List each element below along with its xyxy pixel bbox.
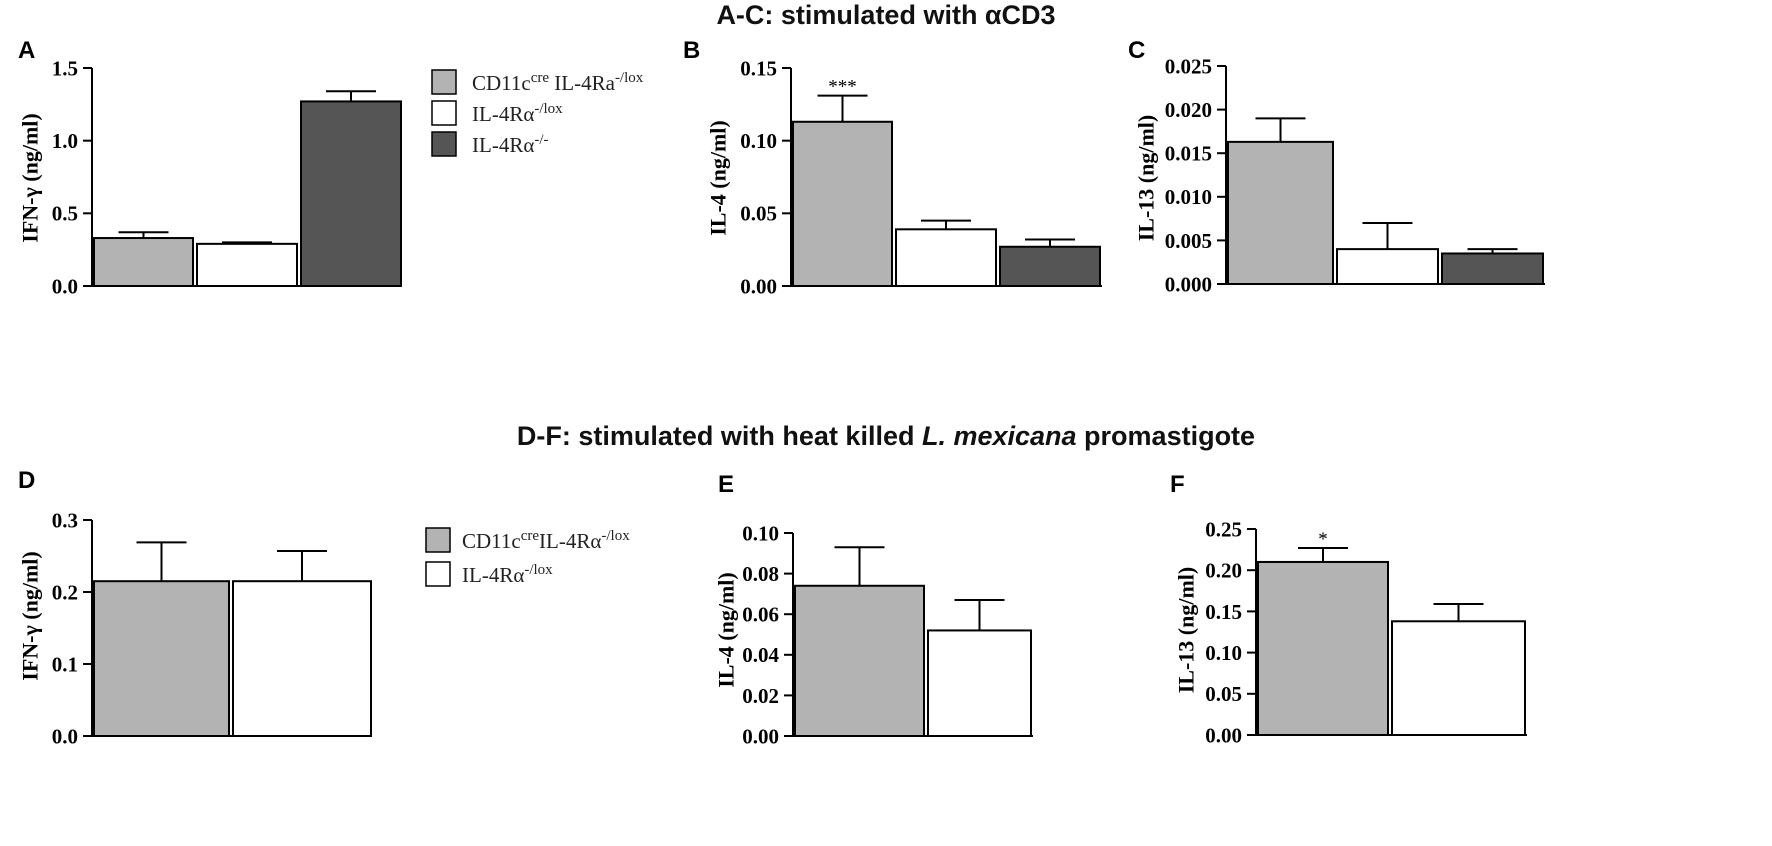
legend-top-swatch-1	[431, 69, 457, 95]
panel-c-letter: C	[1128, 37, 1145, 64]
panel-d-y-tick-label-1: 0.1	[52, 652, 78, 676]
top-section-title: A-C: stimulated with αCD3	[0, 0, 1772, 31]
panel-b-bar-2	[895, 228, 997, 288]
panel-c-y-axis-label: IL-13 (ng/ml)	[1134, 115, 1159, 242]
panel-e-y-tick-label-3: 0.06	[742, 603, 779, 627]
panel-b-y-tick-label-2: 0.10	[740, 129, 777, 153]
panel-d-y-axis-label: IFN-γ (ng/ml)	[18, 551, 43, 680]
panel-c-y-tick-label-2: 0.010	[1165, 185, 1212, 209]
legend-top-label-2: IL-4Rα-/lox	[472, 101, 563, 126]
legend-bottom-label-2: IL-4Rα-/lox	[462, 562, 553, 587]
legend-top-label-1: CD11ccre IL-4Ra-/lox	[472, 70, 644, 95]
panel-b-letter: B	[683, 37, 700, 64]
panel-e-bar-1	[794, 584, 925, 738]
panel-c-bar-3	[1441, 252, 1544, 285]
panel-f-bar-2	[1391, 620, 1526, 737]
legend-top-swatch-3	[431, 131, 457, 157]
panel-c-bar-2	[1336, 248, 1439, 285]
panel-e-letter: E	[718, 471, 734, 498]
panel-d-y-tick-label-0: 0.0	[52, 724, 78, 748]
panel-a-letter: A	[18, 37, 35, 64]
panel-d-bar-2	[232, 580, 372, 738]
panel-c-y-tick-label-1: 0.005	[1165, 229, 1212, 253]
legend-bottom-swatch-1	[425, 527, 451, 553]
panel-a-y-axis-label: IFN-γ (ng/ml)	[18, 113, 43, 242]
legend-bottom-swatch-2	[425, 561, 451, 587]
panel-f-significance-1: *	[1318, 529, 1328, 550]
panel-f-y-tick-label-4: 0.20	[1205, 559, 1242, 583]
top-title-text: A-C: stimulated with αCD3	[716, 0, 1056, 30]
panel-f-y-tick-label-0: 0.00	[1205, 723, 1242, 747]
panel-f-y-tick-label-3: 0.15	[1205, 600, 1242, 624]
panel-a-y-tick-label-2: 1.0	[52, 129, 78, 153]
panel-c-y-tick-label-0: 0.000	[1165, 272, 1212, 296]
panel-a-bar-2	[196, 242, 298, 287]
panel-e-y-tick-label-2: 0.04	[742, 643, 779, 667]
legend-bottom-label-1: CD11ccreIL-4Rα-/lox	[462, 528, 630, 553]
panel-a-y-tick-label-1: 0.5	[52, 202, 78, 226]
bottom-section-title: D-F: stimulated with heat killed L. mexi…	[0, 421, 1772, 452]
panel-f-y-tick-label-2: 0.10	[1205, 641, 1242, 665]
panel-b-significance-1: ***	[828, 77, 857, 98]
panel-a-bar-3	[300, 100, 402, 287]
panel-f-bar-1	[1257, 560, 1389, 737]
panel-d-letter: D	[18, 467, 35, 494]
bottom-title-italic: L. mexicana	[921, 421, 1077, 451]
bottom-title-post: promastigote	[1076, 421, 1256, 451]
panel-e-bar-2	[927, 629, 1032, 737]
bottom-title-pre: D-F: stimulated with heat killed	[516, 421, 922, 451]
panel-e-y-axis-label: IL-4 (ng/ml)	[714, 572, 739, 688]
panel-c-y-tick-label-4: 0.020	[1165, 98, 1212, 122]
panel-d-y-tick-label-2: 0.2	[52, 580, 78, 604]
panel-b-y-tick-label-3: 0.15	[740, 56, 777, 80]
panel-b-y-axis-label: IL-4 (ng/ml)	[706, 120, 731, 236]
panel-f-y-tick-label-5: 0.25	[1205, 517, 1242, 541]
panel-a-bar-1	[93, 237, 194, 287]
panel-e-y-tick-label-0: 0.00	[742, 724, 779, 748]
legend-top-label-3: IL-4Rα-/-	[472, 132, 549, 157]
panel-e-y-tick-label-1: 0.02	[742, 684, 779, 708]
panel-f-y-axis-label: IL-13 (ng/ml)	[1174, 567, 1199, 694]
panel-b-y-tick-label-0: 0.00	[740, 274, 777, 298]
panel-a-y-tick-label-3: 1.5	[52, 56, 78, 80]
panel-f-y-tick-label-1: 0.05	[1205, 682, 1242, 706]
legend-top-swatch-2	[431, 100, 457, 126]
panel-f-letter: F	[1170, 471, 1185, 498]
panel-b-y-tick-label-1: 0.05	[740, 202, 777, 226]
panel-b-bar-3	[999, 245, 1101, 287]
panel-a-y-tick-label-0: 0.0	[52, 274, 78, 298]
panel-c-y-tick-label-5: 0.025	[1165, 54, 1212, 78]
panel-c-bar-1	[1227, 140, 1334, 285]
panel-d-y-tick-label-3: 0.3	[52, 508, 78, 532]
panel-e-y-tick-label-5: 0.10	[742, 521, 779, 545]
panel-e-y-tick-label-4: 0.08	[742, 562, 779, 586]
panel-c-y-tick-label-3: 0.015	[1165, 142, 1212, 166]
panel-d-bar-1	[93, 580, 230, 738]
panel-b-bar-1	[792, 120, 893, 287]
